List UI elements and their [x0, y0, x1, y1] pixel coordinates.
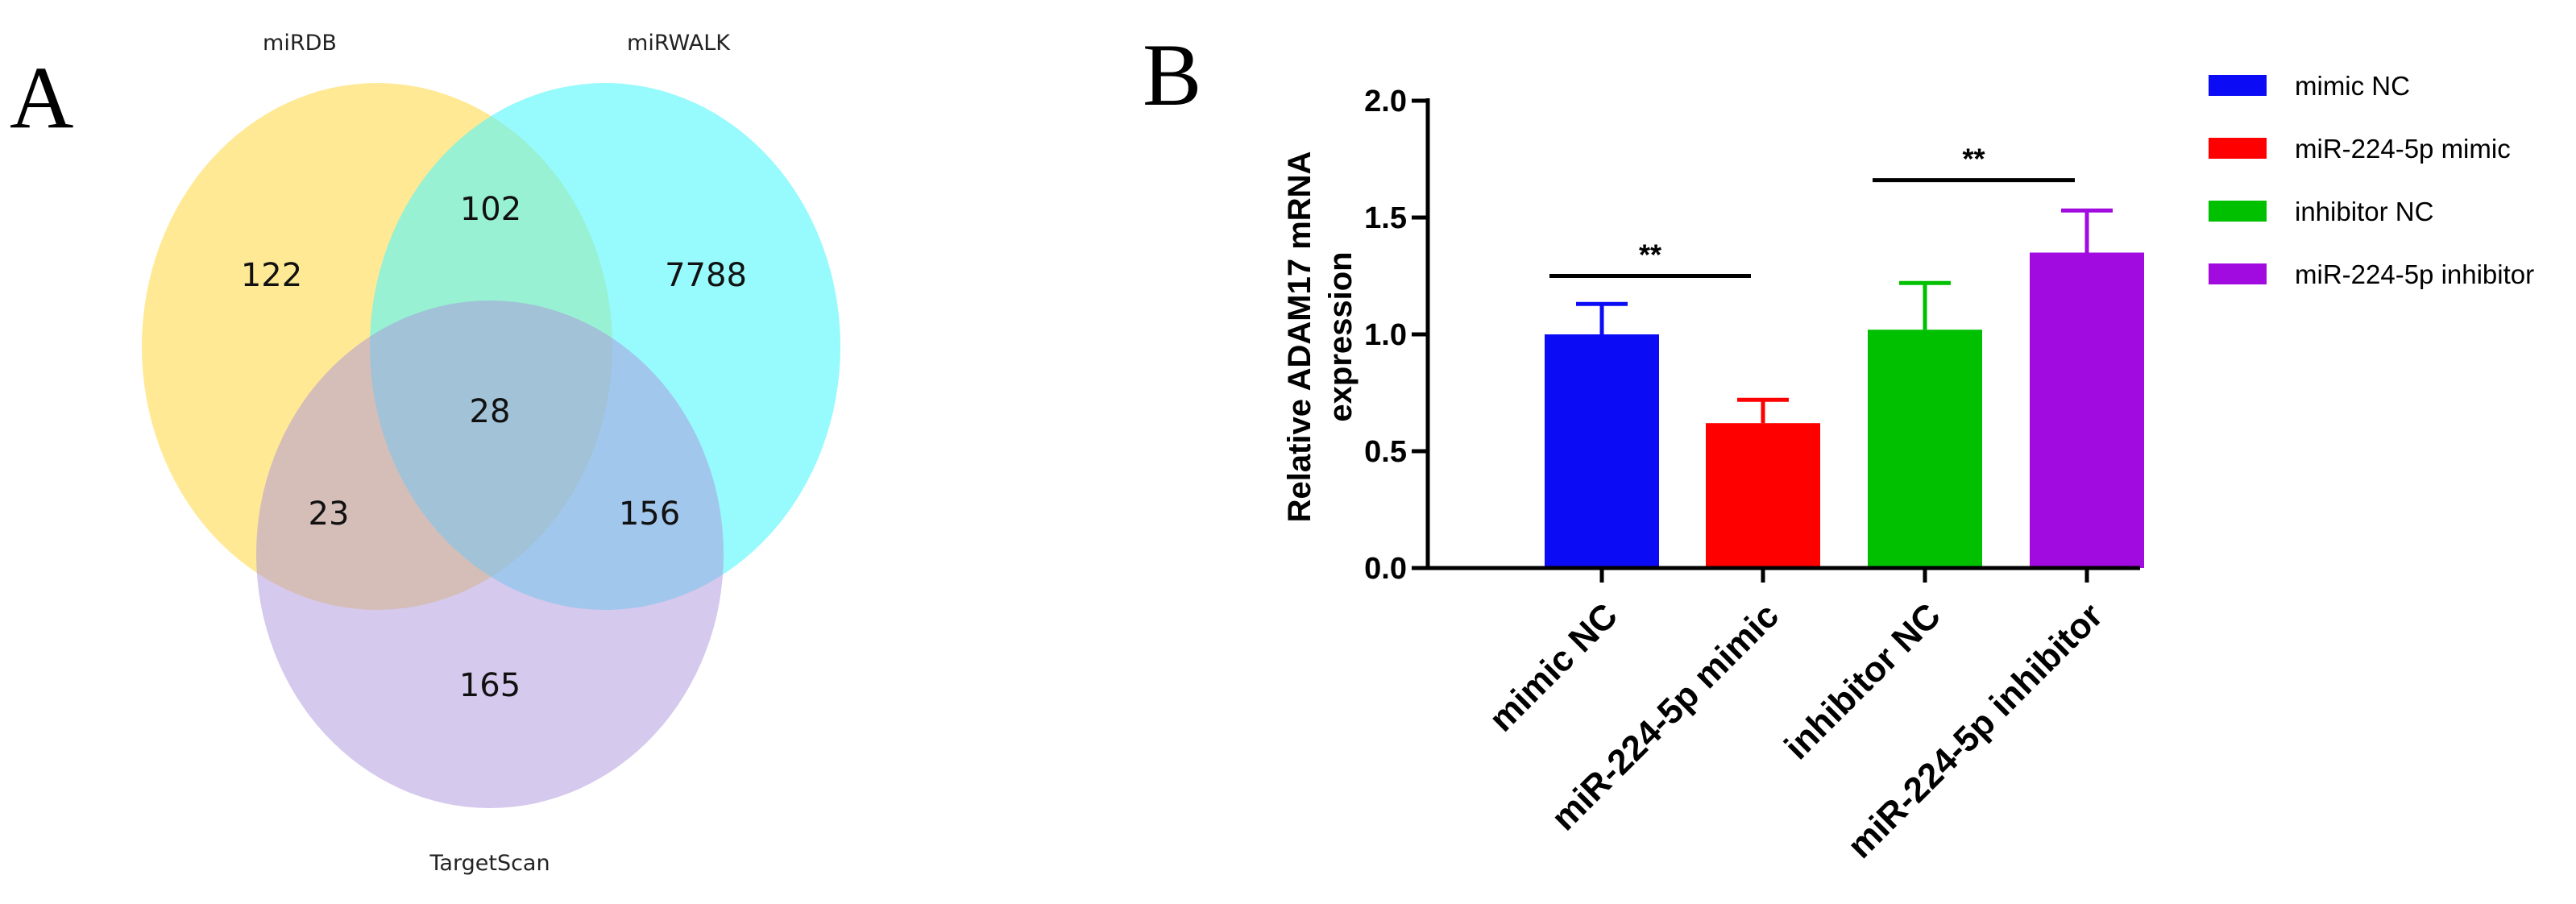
- x-tick-label: mimic NC: [1482, 595, 1625, 739]
- legend-label: miR-224-5p inhibitor: [2295, 259, 2534, 289]
- y-axis-title-line2: expression: [1323, 251, 1359, 421]
- legend-label: inhibitor NC: [2295, 197, 2433, 226]
- legend: mimic NC miR-224-5p mimic inhibitor NC miR-…: [2209, 71, 2534, 289]
- legend-swatch: [2209, 201, 2267, 222]
- x-tick-label: inhibitor NC: [1777, 595, 1948, 767]
- venn-count-targetscan-only: 165: [459, 667, 521, 704]
- y-tick-label: 1.5: [1364, 201, 1407, 235]
- bar: [1868, 330, 1982, 568]
- y-tick-label: 1.0: [1364, 318, 1407, 352]
- venn-count-mirwalk-only: 7788: [665, 257, 747, 294]
- venn-count-mirwalk-targetscan: 156: [619, 496, 680, 533]
- legend-label: miR-224-5p mimic: [2295, 134, 2511, 164]
- y-axis-ticks: 0.0 0.5 1.0 1.5 2.0: [1364, 85, 1428, 586]
- bars: [1545, 252, 2144, 568]
- legend-swatch: [2209, 75, 2267, 96]
- y-tick-label: 0.0: [1364, 552, 1407, 586]
- venn-count-mirdb-targetscan: 23: [309, 496, 350, 533]
- venn-label-targetscan: TargetScan: [429, 851, 550, 876]
- bar: [1545, 334, 1659, 568]
- y-tick-label: 0.5: [1364, 435, 1407, 469]
- bar: [2030, 252, 2144, 568]
- panel-letter-b: B: [1143, 26, 1201, 124]
- venn-count-mirdb-only: 122: [241, 257, 302, 294]
- legend-label: mimic NC: [2295, 71, 2410, 101]
- y-axis-title-line1: Relative ADAM17 mRNA: [1282, 151, 1317, 523]
- significance-label: **: [1962, 143, 1985, 176]
- x-axis-ticks: [1599, 568, 2089, 583]
- bar: [1706, 423, 1820, 568]
- venn-circle-targetscan: [256, 301, 724, 808]
- legend-swatch: [2209, 138, 2267, 159]
- significance-label: **: [1639, 238, 1661, 272]
- venn-count-mirdb-mirwalk: 102: [460, 191, 521, 228]
- bar-chart-panel: B Relative ADAM17 mRNA expression 0.0 0.5…: [1143, 26, 2534, 866]
- panel-letter-a: A: [10, 48, 73, 147]
- significance-markers: ** **: [1549, 143, 2075, 278]
- venn-label-mirwalk: miRWALK: [627, 31, 731, 56]
- legend-swatch: [2209, 263, 2267, 284]
- y-tick-label: 2.0: [1364, 85, 1407, 118]
- venn-panel: A miRDB miRWALK TargetScan 122 102 7788 …: [10, 31, 840, 876]
- venn-count-all-three: 28: [470, 393, 511, 430]
- error-bars: [1576, 208, 2113, 424]
- venn-label-mirdb: miRDB: [263, 31, 337, 56]
